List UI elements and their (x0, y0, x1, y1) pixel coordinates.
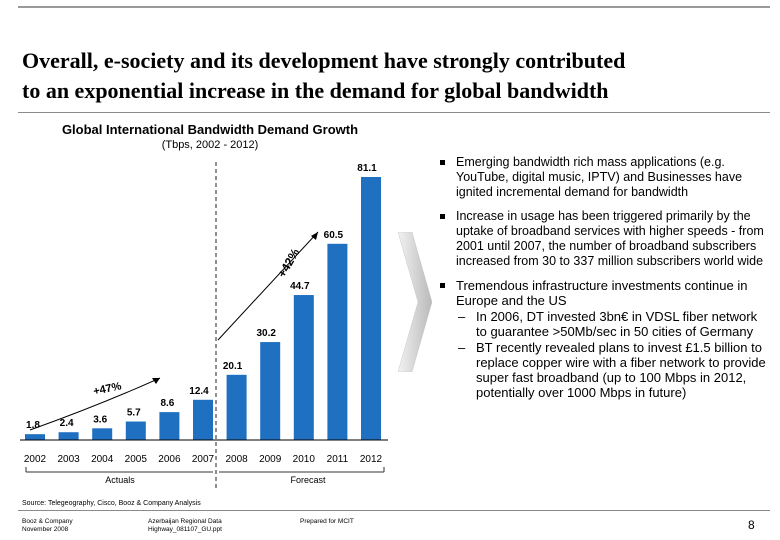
bar-2012 (361, 177, 381, 440)
bullet-item: Tremendous infrastructure investments co… (440, 278, 770, 400)
dash-marker: – (458, 309, 466, 324)
growth-label-actuals: +47% (92, 380, 123, 398)
bar-2009 (260, 342, 281, 440)
bar-2006 (159, 412, 180, 440)
footer-document: Azerbaijan Regional Data Highway_081107_… (148, 518, 222, 534)
category-label: 2003 (57, 454, 80, 465)
bandwidth-bar-chart: 1.8 2002 2.4 2003 3.6 2004 5.7 2005 8.6 2006 12.4 2… (20, 162, 388, 490)
bar-2011 (327, 243, 348, 440)
bar-2010 (293, 295, 314, 440)
category-label: 2004 (91, 454, 114, 465)
value-label: 3.6 (93, 414, 107, 425)
growth-arrow-actuals (29, 377, 161, 431)
category-label: 2002 (24, 454, 47, 465)
value-label: 5.7 (127, 408, 141, 419)
value-label: 81.1 (357, 163, 377, 174)
bar-2002 (25, 434, 45, 440)
page-number: 8 (748, 518, 755, 532)
bullet-list: Emerging bandwidth rich mass application… (440, 155, 770, 409)
value-label: 44.7 (290, 281, 310, 292)
footer-rule (18, 510, 770, 511)
sub-bullet-text: BT recently revealed plans to invest £1.… (476, 340, 766, 400)
bullet-square-icon (440, 214, 445, 219)
title-line-1: Overall, e-society and its development h… (22, 48, 626, 73)
company-name: Booz & Company (22, 518, 73, 525)
page-title: Overall, e-society and its development h… (22, 46, 762, 106)
forecast-label: Forecast (290, 475, 326, 485)
title-rule (18, 112, 770, 113)
chart-subtitle: (Tbps, 2002 - 2012) (161, 139, 259, 151)
dash-marker: – (458, 340, 466, 355)
bar-2008 (226, 374, 247, 440)
category-label: 2005 (125, 454, 148, 465)
bullet-square-icon (440, 283, 445, 288)
growth-arrow-actuals-head (152, 378, 160, 384)
value-label: 2.4 (60, 418, 74, 429)
value-label: 20.1 (223, 361, 243, 372)
bullet-text: Tremendous infrastructure investments co… (456, 278, 748, 308)
bar-2003 (58, 432, 79, 440)
category-label: 2012 (360, 454, 383, 465)
growth-arrow-forecast (217, 231, 319, 341)
bar-2007 (193, 399, 213, 440)
bullet-item: Increase in usage has been triggered pri… (440, 209, 770, 269)
footer-company: Booz & Company November 2008 (22, 518, 73, 534)
category-label: 2009 (259, 454, 282, 465)
top-rule (18, 6, 770, 8)
growth-label-forecast: +42% (275, 246, 303, 280)
sub-bullet-item: – BT recently revealed plans to invest £… (440, 340, 770, 400)
bullet-square-icon (440, 160, 445, 165)
category-label: 2007 (192, 454, 215, 465)
sub-bullet-text: In 2006, DT invested 3bn€ in VDSL fiber … (476, 309, 758, 339)
document-name: Azerbaijan Regional Data (148, 518, 222, 525)
bullet-text: Increase in usage has been triggered pri… (456, 209, 764, 268)
title-line-2: to an exponential increase in the demand… (22, 78, 609, 103)
value-label: 1.8 (26, 420, 40, 431)
value-label: 12.4 (189, 386, 209, 397)
document-file: Highway_081107_GU.ppt (148, 526, 222, 533)
prepared-for: Prepared for MCIT (300, 518, 354, 525)
chart-title: Global International Bandwidth Demand Gr… (61, 122, 359, 137)
category-label: 2011 (327, 454, 349, 465)
value-label: 30.2 (256, 328, 276, 339)
bar-2005 (125, 421, 146, 440)
bar-2004 (92, 428, 113, 440)
bullet-text: Emerging bandwidth rich mass application… (456, 155, 743, 199)
bullet-item: Emerging bandwidth rich mass application… (440, 155, 770, 200)
growth-arrow-forecast-head (311, 232, 318, 240)
value-label: 60.5 (324, 230, 344, 241)
sub-bullet-item: – In 2006, DT invested 3bn€ in VDSL fibe… (440, 309, 770, 339)
bars-layer (20, 177, 388, 441)
category-label: 2006 (158, 454, 181, 465)
actuals-label: Actuals (105, 475, 135, 485)
category-label: 2008 (225, 454, 248, 465)
chevron-arrow-icon (398, 232, 432, 372)
category-label: 2010 (293, 454, 316, 465)
source-note: Source: Telegeography, Cisco, Booz & Com… (22, 500, 201, 507)
footer-date: November 2008 (22, 526, 69, 533)
labels-layer: 1.8 2002 2.4 2003 3.6 2004 5.7 2005 8.6 2006 12.4 2… (24, 163, 383, 465)
value-label: 8.6 (160, 398, 174, 409)
